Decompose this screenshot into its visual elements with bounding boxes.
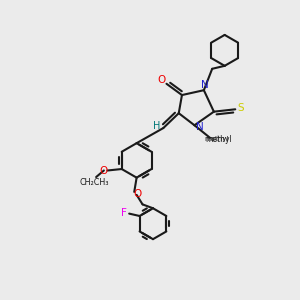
Text: O: O: [133, 189, 141, 199]
Text: O: O: [157, 75, 166, 85]
Text: N: N: [196, 122, 204, 132]
Text: N: N: [201, 80, 208, 90]
Text: methyl: methyl: [205, 135, 232, 144]
Text: methyl: methyl: [204, 136, 229, 142]
Text: H: H: [153, 121, 160, 131]
Text: CH₂CH₃: CH₂CH₃: [80, 178, 110, 187]
Text: O: O: [99, 166, 107, 176]
Text: S: S: [237, 103, 244, 113]
Text: F: F: [121, 208, 127, 218]
